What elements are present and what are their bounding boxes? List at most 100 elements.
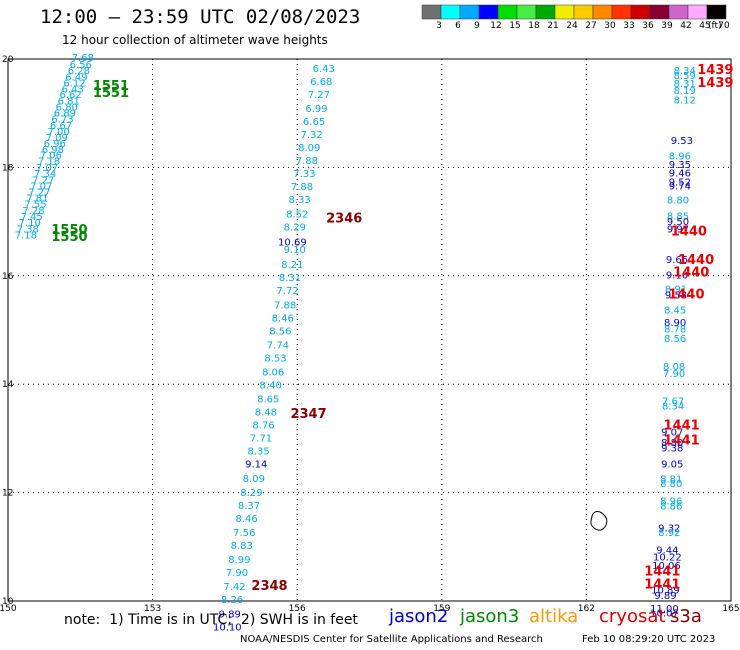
swh-value-label: 9.10 xyxy=(284,245,306,256)
swh-value-label: 8.56 xyxy=(664,334,686,345)
swh-value-label: 7.27 xyxy=(32,176,54,187)
swh-value-label: 7.42 xyxy=(223,582,245,593)
colorbar-unit: (ft) xyxy=(708,21,722,31)
colorbar-swatch xyxy=(535,4,556,20)
swh-value-label: 9.14 xyxy=(245,460,267,471)
y-tick-label: 16 xyxy=(2,272,14,282)
swh-value-label: 7.09 xyxy=(46,133,68,144)
swh-value-label: 7.90 xyxy=(663,369,685,380)
swh-value-label: 8.34 xyxy=(674,66,696,77)
swh-value-label: 8.40 xyxy=(260,381,282,392)
colorbar-swatch xyxy=(592,4,613,20)
swh-value-label: 8.86 xyxy=(660,501,682,512)
swh-value-label: 8.91 xyxy=(665,285,687,296)
swh-value-label: 8.26 xyxy=(221,595,243,606)
swh-value-label: 6.12 xyxy=(63,79,85,90)
colorbar-swatch xyxy=(478,4,499,20)
legend-altika: altika xyxy=(529,606,579,627)
orbit-number-label: 1440 xyxy=(671,225,707,240)
swh-value-label: 7.88 xyxy=(296,156,318,167)
colorbar-label: 27 xyxy=(585,21,596,31)
orbit-number-label: 1441 xyxy=(664,433,700,448)
y-tick-label: 18 xyxy=(2,163,14,173)
swh-value-label: 8.12 xyxy=(674,95,696,106)
swh-value-label: 8.81 xyxy=(660,474,682,485)
swh-value-label: 9.38 xyxy=(661,443,683,454)
swh-value-label: 7.72 xyxy=(276,286,298,297)
swh-value-label: 9.46 xyxy=(669,169,691,180)
orbit-number-label: 1439 xyxy=(697,63,733,78)
colorbar-swatch xyxy=(649,4,670,20)
swh-value-label: 8.92 xyxy=(658,528,680,539)
swh-value-label: 8.35 xyxy=(248,447,270,458)
orbit-number-label: 1441 xyxy=(644,565,680,580)
swh-value-label: 7.27 xyxy=(28,188,50,199)
legend-s3a: s3a xyxy=(670,606,702,627)
swh-value-label: 7.90 xyxy=(226,568,248,579)
swh-value-label: 8.99 xyxy=(228,555,250,566)
swh-value-label: 7.33 xyxy=(293,169,315,180)
swh-value-label: 8.09 xyxy=(298,143,320,154)
swh-value-label: 7.74 xyxy=(267,340,289,351)
swh-value-label: 8.21 xyxy=(281,260,303,271)
orbit-number-label: 1439 xyxy=(697,76,733,91)
swh-value-label: 9.32 xyxy=(658,524,680,535)
swh-value-label: 7.32 xyxy=(301,130,323,141)
x-tick-label: 165 xyxy=(722,604,739,614)
legend-jason2: jason2 xyxy=(389,606,449,627)
swh-value-label: 7.71 xyxy=(250,434,272,445)
swh-value-label: 6.98 xyxy=(42,145,64,156)
swh-value-label: 8.08 xyxy=(663,362,685,373)
colorbar-swatch xyxy=(687,4,708,20)
swh-value-label: 8.29 xyxy=(240,488,262,499)
swh-value-label: 7.00 xyxy=(47,127,69,138)
page-title: 12:00 – 23:59 UTC 02/08/2023 xyxy=(40,6,361,28)
footer-note: note: 1) Time is in UTC; 2) SWH is in fe… xyxy=(64,612,358,628)
swh-value-label: 8.33 xyxy=(288,195,310,206)
swh-value-label: 8.31 xyxy=(674,79,696,90)
swh-value-label: 9.05 xyxy=(661,460,683,471)
swh-value-label: 8.96 xyxy=(669,151,691,162)
swh-value-label: 8.85 xyxy=(667,211,689,222)
y-tick-label: 12 xyxy=(2,489,13,499)
x-tick-label: 156 xyxy=(289,604,306,614)
colorbar-label: 45 xyxy=(699,21,710,31)
swh-value-label: 7.28 xyxy=(22,206,44,217)
swh-value-label: 9.53 xyxy=(671,136,693,147)
swh-value-label: 8.06 xyxy=(262,368,284,379)
swh-value-label: 9.97 xyxy=(667,224,689,235)
orbit-number-label: 1441 xyxy=(644,578,680,593)
colorbar-label: 12 xyxy=(490,21,501,31)
swh-value-label: 8.34 xyxy=(662,402,684,413)
swh-value-label: 8.96 xyxy=(660,497,682,508)
swh-value-label: 6.56 xyxy=(70,60,92,71)
swh-value-label: 7.07 xyxy=(30,182,52,193)
y-tick-label: 10 xyxy=(2,597,14,607)
swh-value-label: 9.89 xyxy=(654,591,676,602)
swh-value-label: 8.52 xyxy=(286,209,308,220)
colorbar-label: 24 xyxy=(566,21,578,31)
swh-value-label: 7.88 xyxy=(274,300,296,311)
swh-value-label: 8.56 xyxy=(269,326,291,337)
swh-value-label: 7.45 xyxy=(20,212,42,223)
colorbar-label: 9 xyxy=(474,21,480,31)
colorbar-swatch xyxy=(497,4,518,20)
colorbar-label: 36 xyxy=(642,21,654,31)
swh-value-label: 7.88 xyxy=(291,182,313,193)
swh-value-label: 9.74 xyxy=(669,182,691,193)
x-tick-label: 153 xyxy=(144,604,161,614)
swh-value-label: 8.48 xyxy=(255,408,277,419)
swh-value-label: 7.38 xyxy=(17,224,39,235)
orbit-number-label: 1550 xyxy=(51,230,87,245)
swh-value-label: 6.68 xyxy=(310,77,332,88)
swh-value-label: 8.65 xyxy=(257,395,279,406)
swh-value-label: 8.19 xyxy=(674,86,696,97)
swh-value-label: 10.22 xyxy=(653,552,682,563)
colorbar-swatch xyxy=(630,4,651,20)
colorbar-label: 21 xyxy=(547,21,558,31)
swh-value-label: 6.81 xyxy=(58,97,80,108)
swh-value-label: 8.09 xyxy=(243,474,265,485)
swh-value-label: 7.18 xyxy=(15,230,37,241)
colorbar-swatch xyxy=(516,4,537,20)
swh-value-label: 8.37 xyxy=(238,501,260,512)
